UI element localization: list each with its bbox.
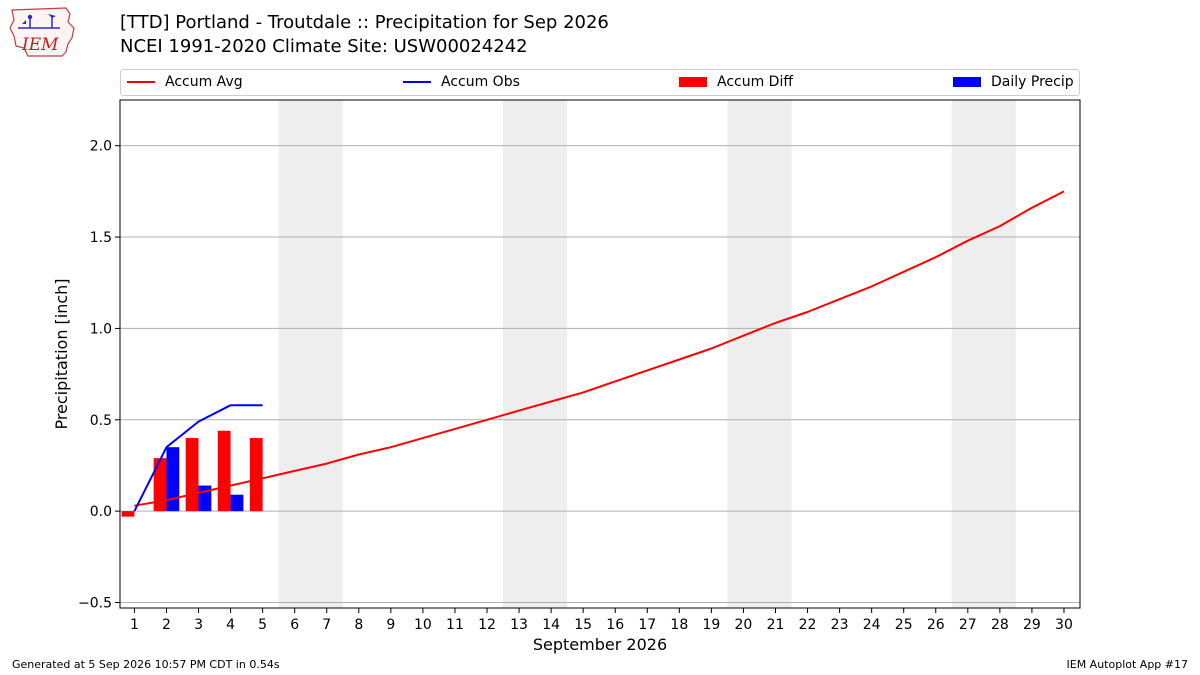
x-axis-label: September 2026	[533, 635, 667, 654]
x-tick-label: 9	[386, 617, 395, 633]
y-tick-label: 1.5	[90, 230, 112, 246]
y-tick-label: 0.0	[90, 504, 112, 520]
weekend-band	[503, 100, 568, 608]
x-tick-label: 29	[1023, 617, 1041, 633]
y-tick-label: 1.0	[90, 321, 112, 337]
x-tick-label: 5	[258, 617, 267, 633]
legend-accum-avg: Accum Avg	[127, 74, 243, 90]
legend-daily-precip: Daily Precip	[953, 74, 1074, 90]
legend-swatch-obs	[403, 81, 431, 83]
x-tick-label: 23	[831, 617, 849, 633]
x-tick-label: 2	[162, 617, 171, 633]
x-tick-label: 4	[226, 617, 235, 633]
weekend-band	[951, 100, 1016, 608]
x-tick-label: 26	[927, 617, 945, 633]
x-tick-label: 15	[574, 617, 592, 633]
legend-label-avg: Accum Avg	[165, 74, 243, 90]
legend-label-daily: Daily Precip	[991, 74, 1074, 90]
legend-label-obs: Accum Obs	[441, 74, 520, 90]
accum-diff-bar	[121, 511, 135, 517]
x-tick-label: 16	[606, 617, 624, 633]
accum-obs-line	[133, 404, 263, 512]
x-tick-label: 1	[130, 617, 139, 633]
x-tick-label: 25	[895, 617, 913, 633]
x-tick-label: 17	[638, 617, 656, 633]
x-tick-label: 8	[354, 617, 363, 633]
x-tick-label: 18	[670, 617, 688, 633]
legend-swatch-diff	[679, 77, 707, 87]
legend-label-diff: Accum Diff	[717, 74, 794, 90]
x-tick-label: 24	[863, 617, 881, 633]
x-tick-label: 12	[478, 617, 496, 633]
x-tick-label: 20	[735, 617, 753, 633]
accum-avg-line	[134, 190, 1065, 507]
x-tick-label: 27	[959, 617, 977, 633]
legend-swatch-daily	[953, 77, 981, 87]
weekend-band	[278, 100, 343, 608]
x-tick-label: 10	[414, 617, 432, 633]
x-tick-label: 21	[767, 617, 785, 633]
x-tick-label: 28	[991, 617, 1009, 633]
x-tick-label: 3	[194, 617, 203, 633]
accum-diff-bar	[185, 438, 199, 512]
accum-diff-bar	[217, 430, 231, 512]
chart-subtitle: NCEI 1991-2020 Climate Site: USW00024242	[120, 36, 528, 57]
plot-frame	[119, 99, 1081, 609]
y-tick-label: 0.5	[90, 413, 112, 429]
legend-accum-diff: Accum Diff	[679, 74, 793, 90]
logo-text: IEM	[21, 35, 59, 55]
weekend-band	[727, 100, 792, 608]
x-tick-label: 6	[290, 617, 299, 633]
accum-diff-bar	[153, 458, 167, 512]
daily-precip-bar	[166, 447, 180, 512]
x-tick-label: 14	[542, 617, 560, 633]
x-tick-label: 30	[1055, 617, 1073, 633]
x-tick-label: 19	[702, 617, 720, 633]
accum-diff-bar	[249, 438, 263, 512]
x-tick-label: 7	[322, 617, 331, 633]
footer-generated: Generated at 5 Sep 2026 10:57 PM CDT in …	[12, 658, 280, 671]
legend: Accum Avg Accum Obs Accum Diff Daily Pre…	[120, 69, 1080, 96]
footer-app: IEM Autoplot App #17	[1066, 658, 1189, 671]
legend-accum-obs: Accum Obs	[403, 74, 520, 90]
chart-title: [TTD] Portland - Troutdale :: Precipitat…	[120, 12, 609, 33]
x-tick-label: 22	[799, 617, 817, 633]
y-axis-label: Precipitation [inch]	[52, 278, 71, 429]
x-tick-label: 11	[446, 617, 464, 633]
y-tick-label: −0.5	[78, 596, 112, 612]
daily-precip-bar	[230, 494, 244, 512]
y-tick-label: 2.0	[90, 139, 112, 155]
x-tick-label: 13	[510, 617, 528, 633]
iem-logo: IEM	[8, 6, 80, 58]
legend-swatch-avg	[127, 81, 155, 83]
